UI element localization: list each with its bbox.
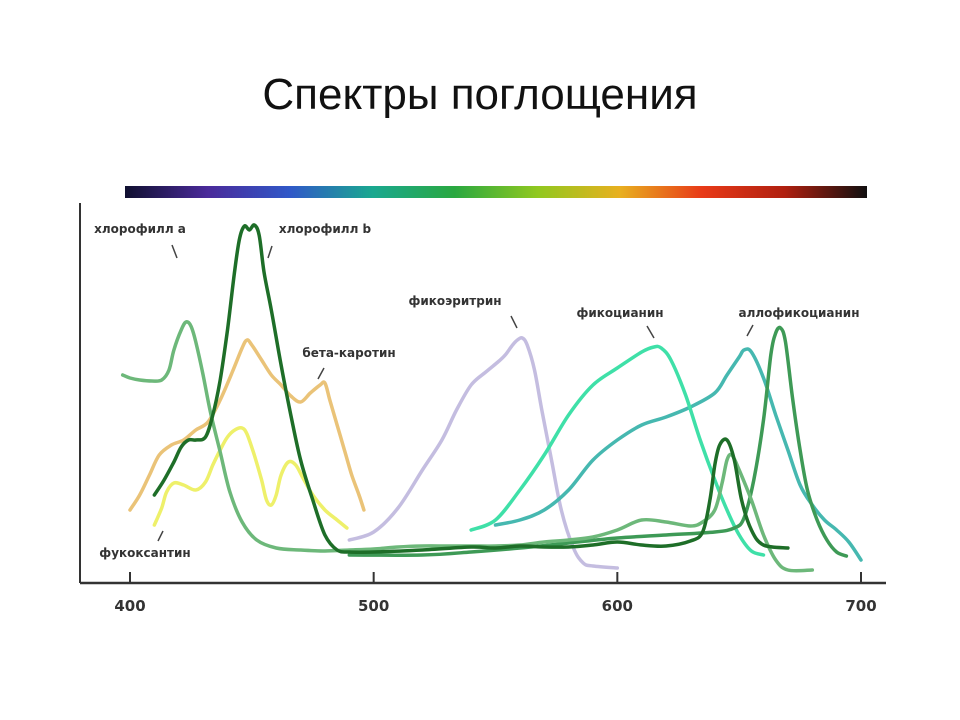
series-line-аллофикоцианин (493, 347, 863, 562)
series-label: фикоцианин (576, 306, 663, 320)
x-tick-label: 500 (358, 597, 389, 615)
series-label: хлорофилл b (279, 222, 372, 236)
visible-spectrum-bar (125, 186, 867, 198)
slide-title: Спектры поглощения (262, 70, 698, 119)
label-leader-line (267, 245, 273, 259)
series-label: фикоэритрин (408, 294, 501, 308)
label-leader-line (317, 367, 325, 380)
label-leader-line (646, 325, 655, 339)
series-label: аллофикоцианин (738, 306, 859, 320)
x-tick-label: 600 (602, 597, 633, 615)
series-label: хлорофилл a (94, 222, 186, 236)
series-label: бета-каротин (302, 346, 395, 360)
series-label: фукоксантин (99, 546, 190, 560)
series-line-бета-каротин (128, 338, 366, 512)
label-leader-line (171, 244, 178, 259)
series-line-хлорофилл-a (120, 320, 815, 573)
series-line-фукоксантин (152, 426, 349, 530)
series-line-хлорофилл-b (152, 223, 790, 554)
series-line-фикоэритрин (347, 336, 620, 570)
series-line-фикоцианин (469, 344, 766, 557)
x-tick-label: 400 (114, 597, 145, 615)
x-tick-label: 700 (845, 597, 876, 615)
label-leader-line (510, 315, 518, 329)
label-leader-line (746, 324, 754, 337)
label-leader-line (157, 530, 164, 542)
series-line-unlabeled (347, 325, 849, 558)
